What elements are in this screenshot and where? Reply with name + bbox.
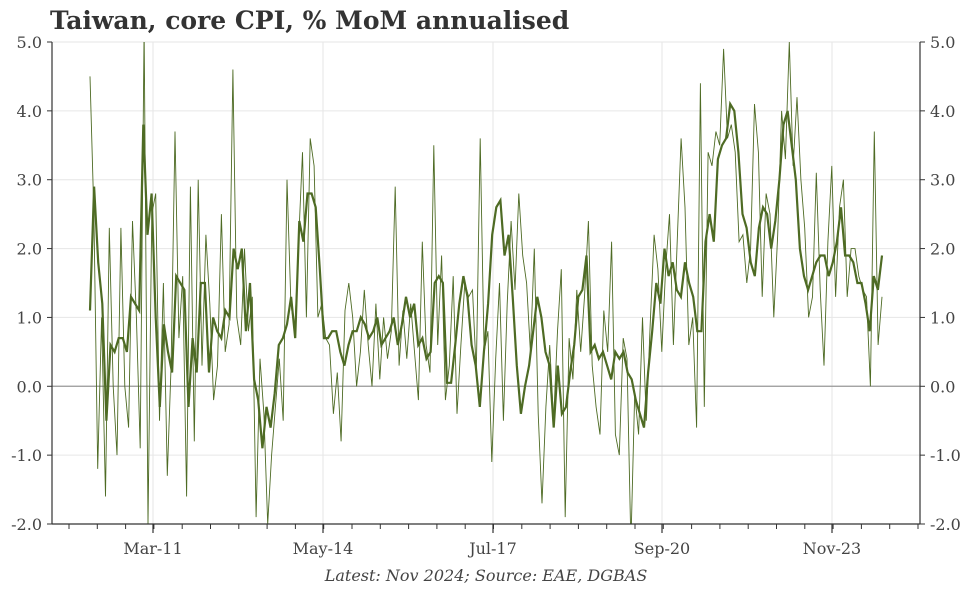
y-tick-label-right: 2.0: [930, 240, 955, 259]
y-tick-label-left: 3.0: [17, 171, 42, 190]
x-tick-label: Sep-20: [634, 539, 690, 558]
x-tick-label: Jul-17: [467, 539, 517, 558]
y-tick-label-right: -1.0: [930, 446, 961, 465]
x-axis-labels: Mar-11 May-14 Jul-17 Sep-20 Nov-23: [123, 539, 861, 558]
series-line-smoothed: [88, 100, 884, 449]
y-tick-label-right: -2.0: [930, 515, 961, 534]
y-tick-label-left: 5.0: [17, 33, 42, 52]
y-axis-right-labels: -2.0 -1.0 0.0 1.0 2.0 3.0 4.0 5.0: [930, 33, 961, 534]
x-tick-label: May-14: [293, 539, 354, 558]
y-tick-label-left: -1.0: [11, 446, 42, 465]
x-tick-label: Mar-11: [123, 539, 182, 558]
y-tick-label-right: 3.0: [930, 171, 955, 190]
y-tick-label-left: 1.0: [17, 308, 42, 327]
y-tick-label-right: 1.0: [930, 308, 955, 327]
y-tick-label-right: 5.0: [930, 33, 955, 52]
series-line-raw: [89, 42, 883, 524]
y-tick-label-right: 4.0: [930, 102, 955, 121]
y-axis-left-labels: -2.0 -1.0 0.0 1.0 2.0 3.0 4.0 5.0: [11, 33, 42, 534]
y-tick-label-left: 4.0: [17, 102, 42, 121]
y-tick-label-left: -2.0: [11, 515, 42, 534]
source-footnote: Latest: Nov 2024; Source: EAE, DGBAS: [324, 566, 648, 585]
line-chart: -2.0 -1.0 0.0 1.0 2.0 3.0 4.0 5.0 -2.0 -1.0 0.0 1.…: [11, 33, 961, 558]
chart-title: Taiwan, core CPI, % MoM annualised: [50, 6, 570, 35]
y-tick-label-left: 0.0: [17, 377, 42, 396]
axes: [47, 41, 925, 533]
y-tick-label-left: 2.0: [17, 240, 42, 259]
x-tick-label: Nov-23: [803, 539, 861, 558]
y-tick-label-right: 0.0: [930, 377, 955, 396]
